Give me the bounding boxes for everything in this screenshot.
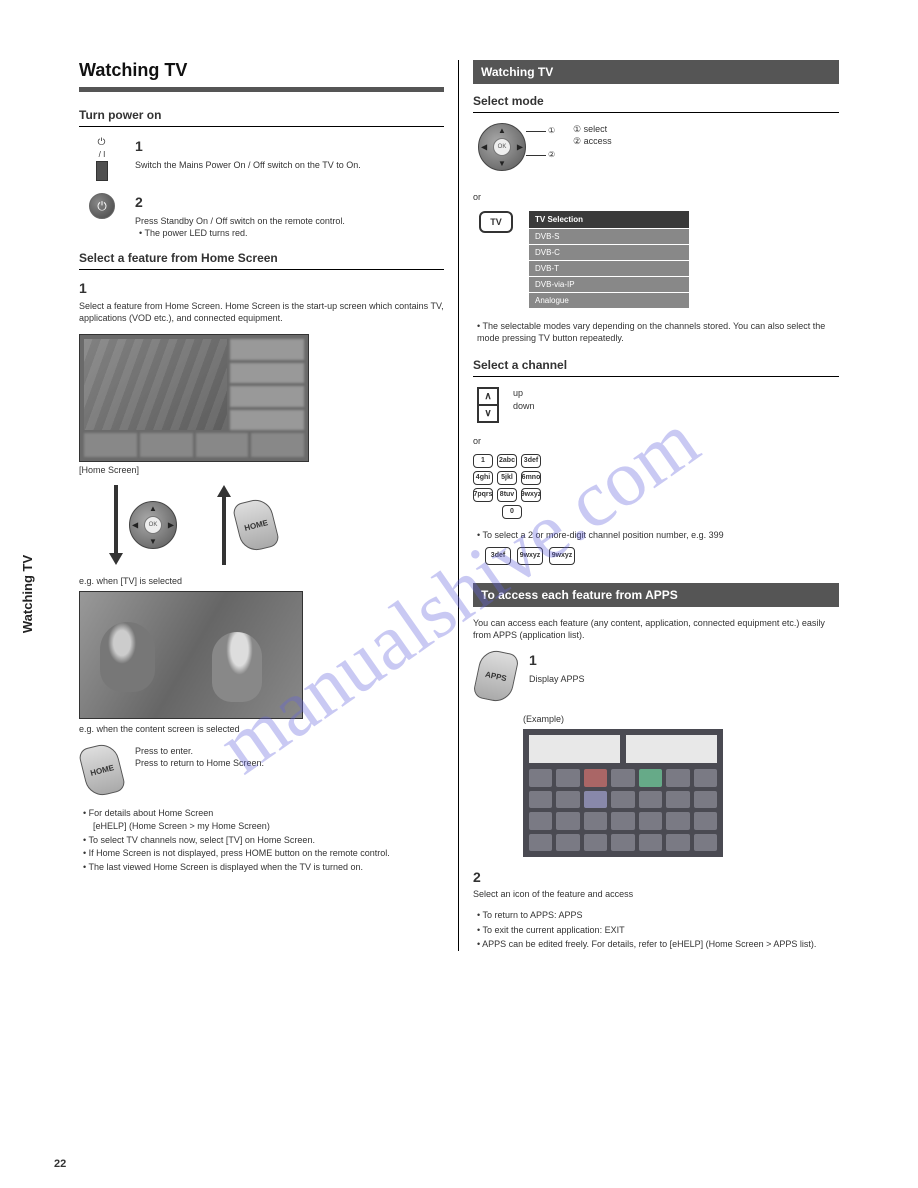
digit-note: • To select a 2 or more-digit channel po… [477, 529, 839, 541]
apps-bullet-2: • APPS can be edited freely. For details… [477, 937, 839, 951]
step2-text: Press Standby On / Off switch on the rem… [135, 215, 444, 227]
ch-up: up [513, 387, 839, 399]
hs-arrow-diagram: ▲▼▶◀ OK HOME [109, 485, 444, 565]
tv-sel-row-4: Analogue [529, 293, 689, 308]
standby-icon: ⏻ [89, 193, 115, 219]
apps-grid-illustration [523, 729, 723, 857]
step1-num: 1 [135, 137, 444, 156]
step-power-2: ⏻ 2 Press Standby On / Off switch on the… [79, 193, 444, 239]
apps-intro: You can access each feature (any content… [473, 617, 839, 641]
sf-bullet-2: • To select TV channels now, select [TV]… [83, 834, 444, 848]
dpad-icon: ▲▼▶◀ OK [129, 501, 177, 549]
apps-bullet-1: • To exit the current application: EXIT [477, 923, 839, 937]
dpad-select: select [584, 124, 608, 134]
ok-icon: OK [144, 516, 162, 534]
tv-note: • The selectable modes vary depending on… [477, 320, 839, 344]
tv-sel-row-1: DVB-C [529, 245, 689, 260]
sf-step1-num: 1 [79, 280, 444, 296]
channel-up-down-icon: ∧ ∨ [477, 387, 499, 423]
title-rule [79, 87, 444, 92]
tv-sel-row-0: DVB-S [529, 229, 689, 244]
sf-bullet-3: • If Home Screen is not displayed, press… [83, 847, 444, 861]
sel-channel-title: Select a channel [473, 358, 839, 372]
home-button-icon: HOME [232, 496, 281, 554]
page-number: 22 [54, 1158, 66, 1170]
home-screen-illustration [79, 334, 309, 462]
dpad-icon-2: ▲▼▶◀ OK [478, 123, 526, 171]
home-button-icon-2: HOME [78, 741, 127, 799]
step2-note: • The power LED turns red. [139, 227, 444, 239]
page-content: Watching TV Turn power on ⏻/ I 1 Switch … [0, 0, 918, 981]
apps-step1-text: Display APPS [529, 673, 839, 685]
rule-2 [79, 269, 444, 270]
rule-1 [79, 126, 444, 127]
step-power-1: ⏻/ I 1 Switch the Mains Power On / Off s… [79, 137, 444, 181]
apps-bar: To access each feature from APPS [473, 583, 839, 607]
numpad-icon: 1 2abc 3def 4ghi 5jkl 6mno 7pqrs 8tuv 9w… [473, 454, 551, 519]
sf-bullet-4: • The last viewed Home Screen is display… [83, 861, 444, 875]
tv-sel-row-2: DVB-T [529, 261, 689, 276]
watching-tv-bar: Watching TV [473, 60, 839, 84]
mains-switch-icon [96, 161, 108, 181]
home-caption: [Home Screen] [79, 464, 444, 476]
main-title: Watching TV [79, 60, 444, 81]
return-line: Press to return to Home Screen. [135, 757, 444, 769]
left-column: Watching TV Turn power on ⏻/ I 1 Switch … [65, 60, 459, 951]
digit-ex-0: 3def [485, 547, 511, 565]
apps-step2-num: 2 [473, 869, 839, 885]
dpad-call-2: ② [548, 150, 555, 159]
apps-step1-num: 1 [529, 651, 839, 670]
tv-sel-head: TV Selection [529, 211, 689, 228]
apps-button-icon: APPS [472, 648, 520, 705]
step1-text: Switch the Mains Power On / Off switch o… [135, 159, 444, 171]
or-2: or [473, 435, 839, 447]
apps-bullet-0: • To return to APPS: APPS [477, 908, 839, 922]
dpad-call-1: ① [548, 126, 555, 135]
digit-ex-1: 9wxyz [517, 547, 543, 565]
rule-r1 [473, 112, 839, 113]
apps-eg-label: (Example) [523, 713, 839, 725]
or-1: or [473, 191, 839, 203]
sf-bullet-0: • For details about Home Screen [83, 807, 444, 821]
sf-bullet-1: [eHELP] (Home Screen > my Home Screen) [93, 820, 444, 834]
enter-line: Press to enter. [135, 745, 444, 757]
digit-ex-2: 9wxyz [549, 547, 575, 565]
ch-down: down [513, 400, 839, 412]
right-column: Watching TV Select mode ▲▼▶◀ OK ① ② ① se… [459, 60, 853, 951]
dpad-access: access [584, 136, 612, 146]
tv-eg-b: e.g. when the content screen is selected [79, 723, 444, 735]
select-feature-title: Select a feature from Home Screen [79, 251, 444, 265]
apps-step2-text: Select an icon of the feature and access [473, 888, 839, 900]
sf-step1-text: Select a feature from Home Screen. Home … [79, 300, 444, 324]
sel-mode-title: Select mode [473, 94, 839, 108]
step2-num: 2 [135, 193, 444, 212]
tv-sel-row-3: DVB-via-IP [529, 277, 689, 292]
tv-selection-menu: TV Selection DVB-S DVB-C DVB-T DVB-via-I… [529, 211, 689, 308]
turn-on-title: Turn power on [79, 108, 444, 122]
rule-r2 [473, 376, 839, 377]
tv-key-icon: TV [479, 211, 513, 233]
tv-broadcast-illustration [79, 591, 303, 719]
power-glyph: ⏻ [98, 137, 106, 148]
tv-eg-a: e.g. when [TV] is selected [79, 575, 444, 587]
